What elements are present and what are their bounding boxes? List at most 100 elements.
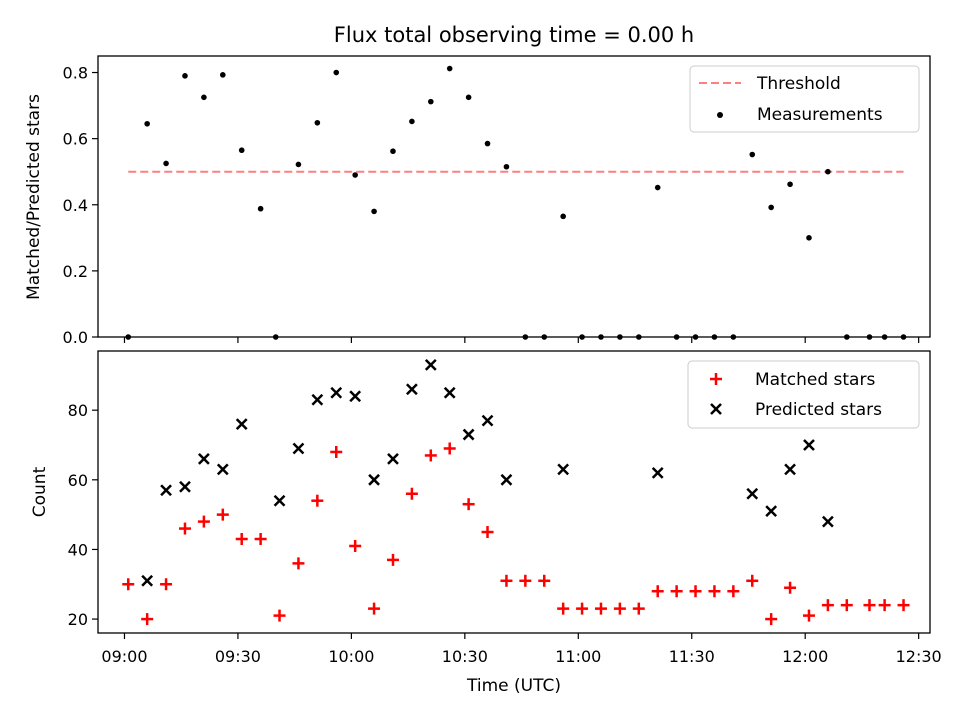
matched-point [784,581,797,594]
predicted-point [443,386,456,399]
measurement-point [409,118,415,125]
matched-point [576,602,589,615]
measurement-point [787,181,793,188]
measurement-point [272,334,279,340]
matched-point [802,609,815,622]
predicted-point-b [784,463,796,476]
matched-point [197,515,210,528]
measurement-point [352,172,358,178]
measurement-point [220,72,226,78]
matched-point [405,487,418,500]
measurement-point [673,334,680,340]
count-y-axis-label: Count [30,466,50,517]
ratio-y-ticks: 0.0 0.2 0.4 0.6 0.8 [63,64,98,347]
predicted-point-b [803,439,815,451]
measurement-point [333,69,340,76]
matched-point [178,522,191,535]
ratio-x-ticks [123,337,920,343]
count-y-tick-label: 20 [68,610,88,629]
measurement-point [636,334,642,340]
count-legend-box [687,360,920,429]
count-y-ticks: 20 40 60 80 [68,401,98,629]
matched-point [878,599,891,612]
measurement-point [711,334,718,340]
predicted-point [765,505,778,518]
matched-point [651,585,664,598]
predicted-point-b [746,487,759,500]
measurement-point [446,65,453,72]
matched-point [160,578,173,591]
predicted-point-b [443,386,456,399]
count-x-tick-label: 09:00 [101,647,147,666]
ratio-subplot: Matched/Predicted stars 0.00.20.40.60.8 … [24,55,931,347]
matched-point [727,585,740,598]
measurement-point [579,334,585,340]
predicted-point [803,439,815,451]
matched-point [765,613,778,626]
predicted-point-b [368,473,380,486]
predicted-point [424,359,437,371]
predicted-point-b [424,359,437,371]
measurement-point [844,334,850,340]
predicted-point-b [349,390,362,403]
predicted-point [198,453,210,465]
predicted-point [235,418,248,430]
predicted-point-b [500,473,513,486]
predicted-point-b [330,386,343,399]
ratio-y-tick-label: 0.0 [63,328,88,347]
predicted-point-b [198,453,210,465]
predicted-point [141,574,154,587]
count-x-tick-label: 12:00 [782,647,828,666]
measurement-point [484,140,491,147]
measurement-point [866,334,873,340]
matched-point [519,574,532,587]
measurement-point [125,334,132,340]
measurement-point [692,334,699,340]
matched-point [235,533,248,545]
predicted-point [216,463,229,476]
matched-point [594,602,607,615]
legend-measurements-swatch [717,112,723,118]
measurement-point [825,168,831,175]
measurement-point [163,160,169,167]
measurement-point [617,334,623,340]
predicted-point [368,473,380,486]
measurement-point [144,120,150,127]
measurement-point [541,334,548,340]
predicted-point-b [273,494,286,507]
ratio-y-tick-label: 0.4 [63,196,88,215]
predicted-point [500,473,513,486]
count-x-tick-label: 12:30 [896,647,942,666]
matched-point [424,449,437,462]
matched-point [632,602,645,615]
measurement-point [428,98,434,105]
measurement-point [201,94,207,101]
matched-point [500,574,513,587]
predicted-point [557,463,570,476]
predicted-point-b [235,418,248,430]
count-x-tick-label: 10:00 [328,647,374,666]
count-x-tick-label: 11:30 [669,647,715,666]
measurement-point [881,334,888,340]
matched-point [122,578,135,591]
predicted-point-b [481,414,494,427]
count-y-tick-label: 60 [68,471,88,490]
matched-point [481,526,494,539]
ratio-y-tick-label: 0.8 [63,64,88,83]
matched-point [670,585,683,598]
matched-point [897,599,910,612]
measurement-point [182,73,188,79]
legend-predicted-swatch [710,403,722,415]
predicted-point-b [292,442,305,455]
chart-title: Flux total observing time = 0.00 h [334,23,694,47]
predicted-point [311,393,324,406]
predicted-point [784,463,796,476]
predicted-point [330,386,343,399]
measurement-point [654,184,661,191]
predicted-point [481,414,494,427]
measurement-point [900,334,907,340]
predicted-point [160,484,172,497]
count-x-axis-label: Time (UTC) [466,676,561,696]
predicted-point [746,487,759,500]
